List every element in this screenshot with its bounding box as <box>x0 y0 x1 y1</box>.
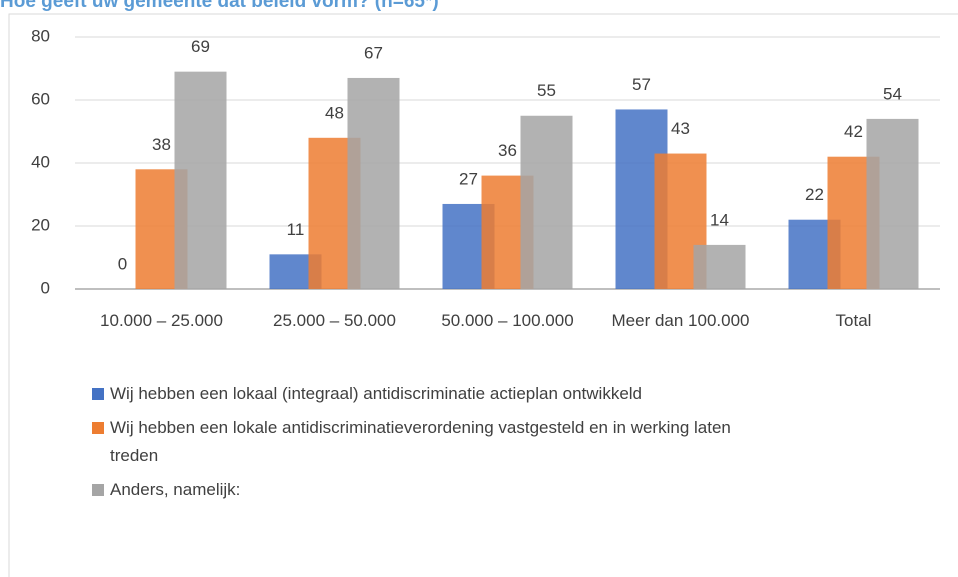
data-label: 43 <box>671 119 690 138</box>
legend-label: Wij hebben een lokaal (integraal) antidi… <box>110 384 643 403</box>
legend-swatch <box>92 422 104 434</box>
y-tick-label: 40 <box>31 152 50 171</box>
x-tick-label: Meer dan 100.000 <box>611 311 750 330</box>
y-tick-label: 0 <box>41 278 50 297</box>
data-label: 38 <box>152 135 171 154</box>
legend-item: Wij hebben een lokale antidiscriminatiev… <box>92 414 732 470</box>
data-label: 14 <box>710 210 729 229</box>
data-label: 54 <box>883 84 902 103</box>
x-tick-label: 50.000 – 100.000 <box>441 311 574 330</box>
x-tick-label: Total <box>835 311 872 330</box>
data-label: 55 <box>537 81 556 100</box>
data-label: 11 <box>287 220 305 239</box>
data-label: 67 <box>364 43 383 62</box>
data-label: 42 <box>844 122 863 141</box>
y-tick-label: 20 <box>31 215 50 234</box>
chart-title: Hoe geeft uw gemeente dat beleid vorm? (… <box>0 0 439 12</box>
legend-swatch <box>92 484 104 496</box>
data-label: 57 <box>632 75 651 94</box>
data-label: 0 <box>118 254 127 273</box>
data-label: 36 <box>498 141 517 160</box>
data-label: 27 <box>459 169 478 188</box>
legend: Wij hebben een lokaal (integraal) antidi… <box>92 380 732 510</box>
chart-border <box>8 13 958 577</box>
data-label: 22 <box>805 185 824 204</box>
bar <box>347 77 400 289</box>
legend-item: Wij hebben een lokaal (integraal) antidi… <box>92 380 732 408</box>
bar <box>693 244 746 289</box>
bar <box>520 115 573 289</box>
data-label: 48 <box>325 103 344 122</box>
x-tick-label: 10.000 – 25.000 <box>100 311 223 330</box>
legend-label: Wij hebben een lokale antidiscriminatiev… <box>110 418 731 465</box>
legend-label: Anders, namelijk: <box>110 480 241 499</box>
bar <box>866 118 919 290</box>
legend-swatch <box>92 388 104 400</box>
y-tick-label: 60 <box>31 89 50 108</box>
x-tick-label: 25.000 – 50.000 <box>273 311 396 330</box>
legend-item: Anders, namelijk: <box>92 476 732 504</box>
y-tick-label: 80 <box>31 26 50 45</box>
data-label: 69 <box>191 37 210 56</box>
bar <box>174 71 227 290</box>
